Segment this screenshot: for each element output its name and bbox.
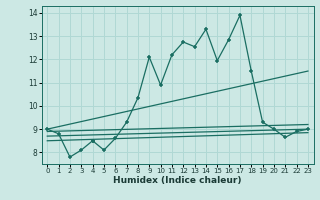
X-axis label: Humidex (Indice chaleur): Humidex (Indice chaleur) [113, 176, 242, 185]
